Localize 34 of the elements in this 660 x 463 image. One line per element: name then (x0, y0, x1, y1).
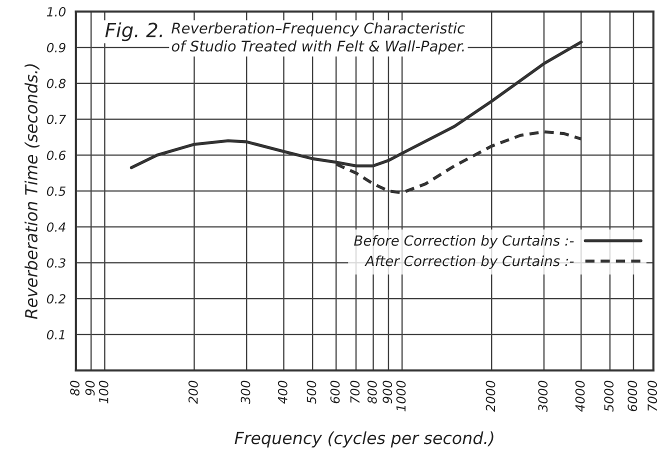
legend-label: After Correction by Curtains :- (364, 255, 574, 269)
y-tick-label: 0.8 (46, 78, 66, 88)
x-tick-label: 3000 (538, 380, 548, 412)
y-tick-label: 0.5 (46, 186, 66, 196)
x-tick-label: 7000 (648, 380, 658, 411)
y-tick-label: 0.9 (46, 42, 66, 52)
y-tick-label: 0.2 (46, 294, 66, 304)
text: Reverberation–Frequency Characteristic of Studio Treated with Felt & Wall-Paper. (172, 22, 465, 54)
y-tick-label: 0.4 (46, 222, 66, 232)
x-tick-label: 600 (330, 380, 340, 404)
x-tick-label: 900 (382, 380, 392, 404)
y-tick-label: 0.1 (46, 330, 64, 340)
x-tick-label: 80 (70, 380, 80, 396)
x-tick-label: 400 (278, 380, 288, 404)
y-tick-label: 1.0 (46, 7, 66, 16)
x-tick-label: 800 (367, 380, 377, 404)
x-tick-label: 5000 (604, 380, 614, 412)
x-tick-label: 200 (188, 380, 198, 404)
y-tick-label: 0.7 (46, 114, 66, 124)
annotation: Fig. 2. (105, 22, 162, 42)
x-tick-label: 500 (306, 380, 316, 404)
x-tick-label: 4000 (575, 380, 585, 412)
x-tick-label: 1000 (396, 380, 406, 412)
x-tick-label: 2000 (486, 380, 496, 412)
y-axis-title: Reverberation Time (seconds.) (24, 64, 40, 320)
y-tick-label: 0.6 (46, 150, 66, 160)
legend-label: Before Correction by Curtains :- (354, 235, 574, 249)
x-axis-title: Frequency (cycles per second.) (234, 431, 494, 448)
y-tick-label: 0.3 (46, 258, 66, 268)
x-tick-label: 6000 (628, 380, 638, 412)
x-tick-label: 700 (350, 380, 360, 403)
x-tick-label: 90 (85, 380, 95, 396)
x-tick-label: 300 (240, 380, 250, 404)
x-tick-label: 100 (98, 380, 108, 404)
